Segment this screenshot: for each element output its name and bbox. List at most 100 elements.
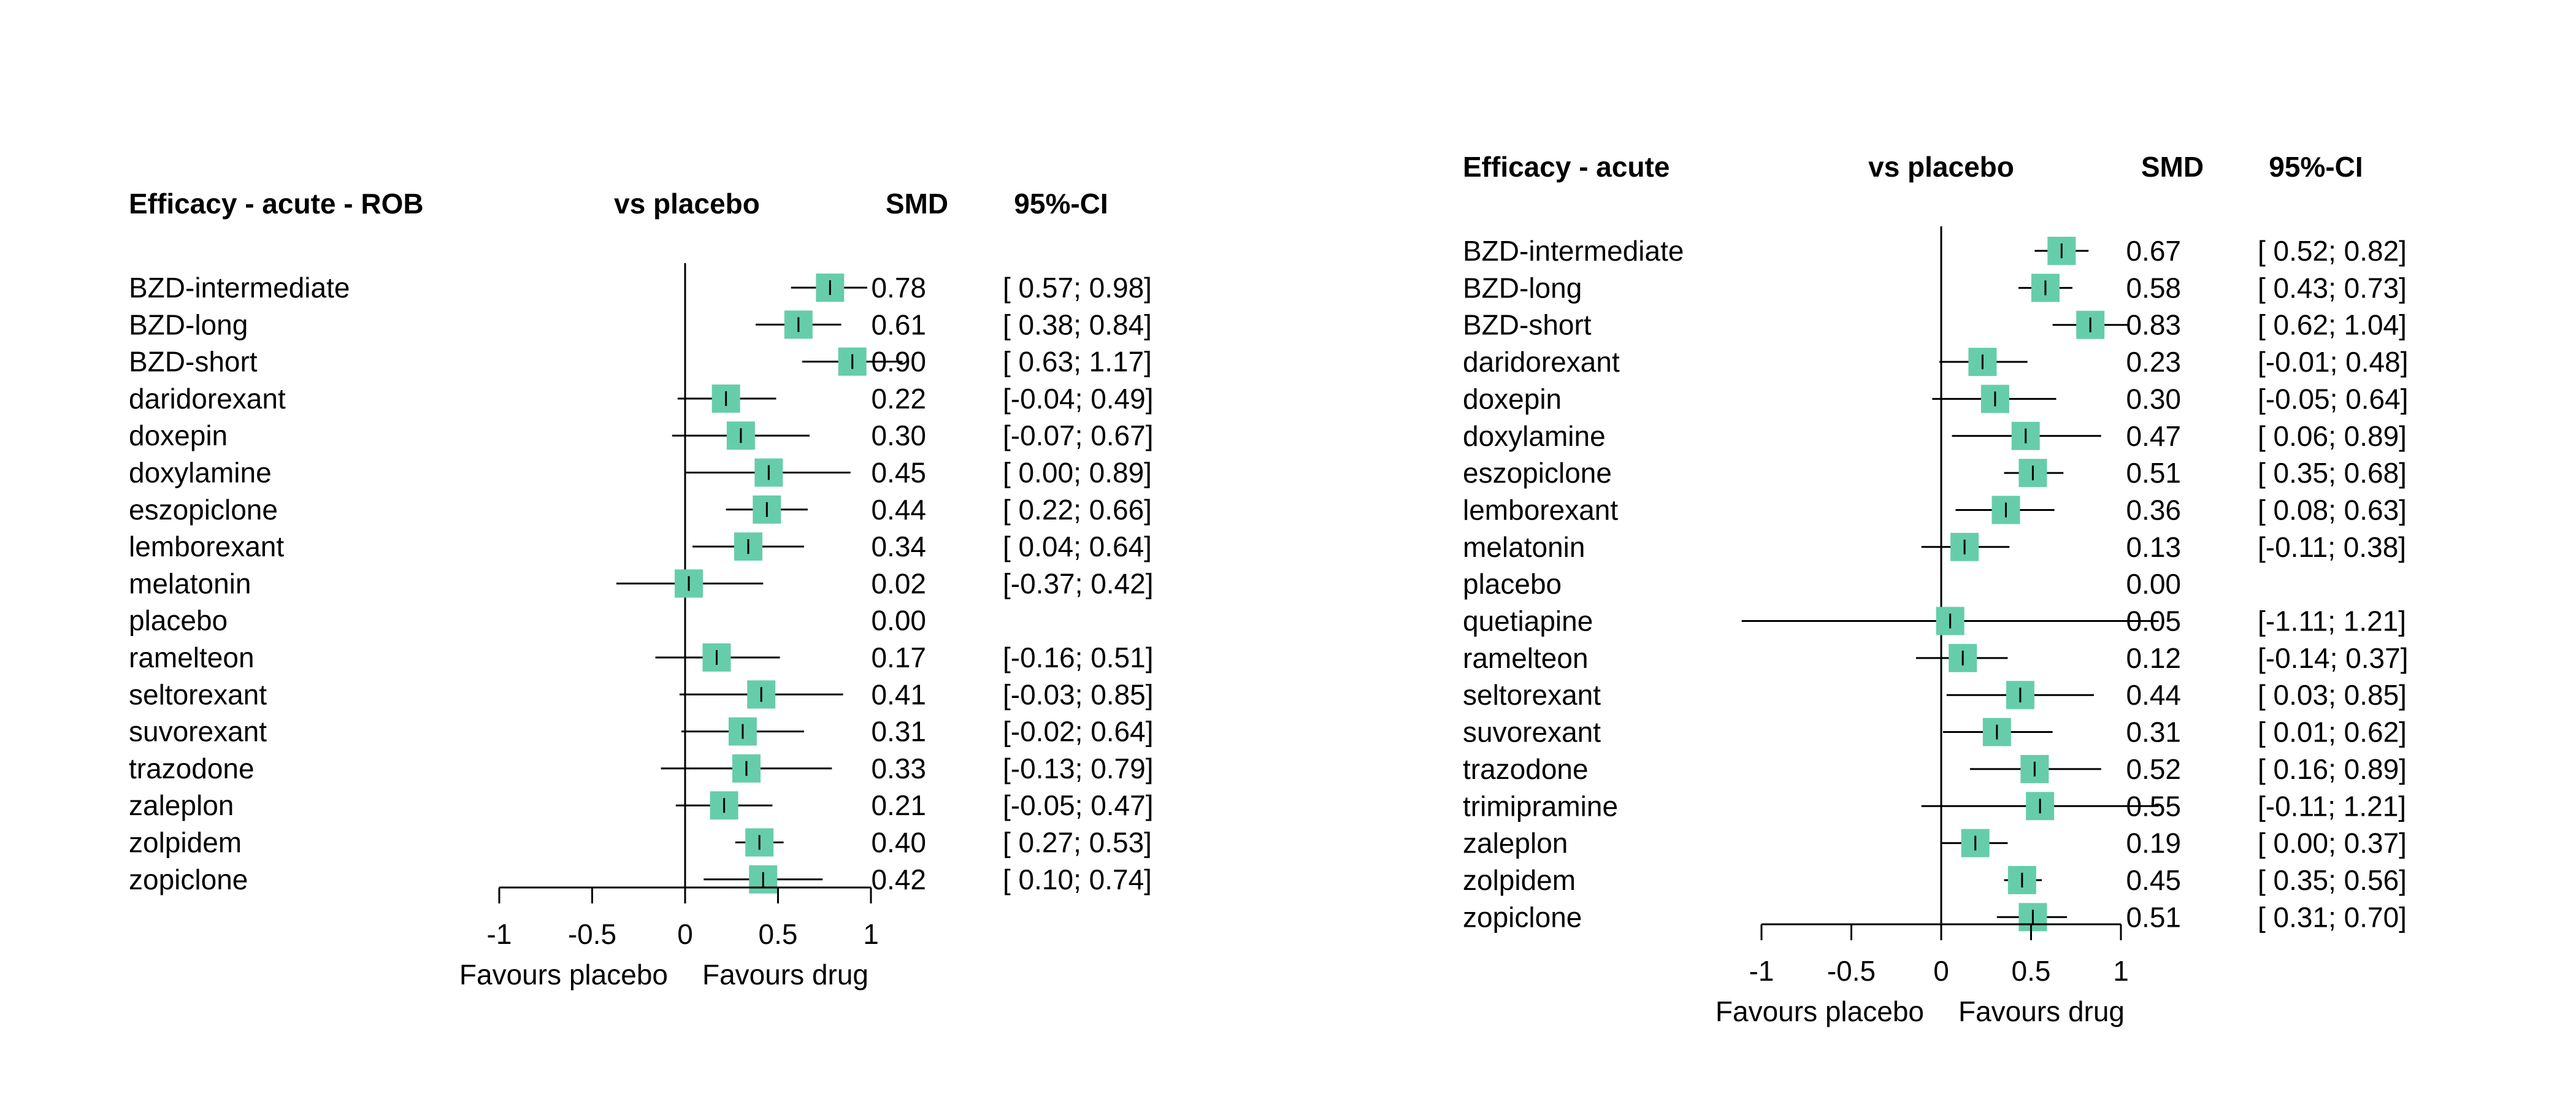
- row-label: melatonin: [129, 567, 251, 599]
- smd-header: SMD: [2141, 151, 2204, 183]
- ci-value: [ 0.27; 0.53]: [1003, 827, 1152, 859]
- ci-value: [-0.13; 0.79]: [1003, 753, 1154, 784]
- row-label: zopiclone: [1463, 901, 1582, 933]
- ci-value: [ 0.03; 0.85]: [2258, 679, 2407, 711]
- row-label: eszopiclone: [129, 494, 278, 526]
- smd-value: 0.42: [871, 864, 926, 895]
- favours-drug-label: Favours drug: [1958, 995, 2125, 1027]
- row-label: placebo: [129, 605, 228, 637]
- x-tick-label: 1: [863, 918, 879, 950]
- ci-value: [ 0.38; 0.84]: [1003, 309, 1152, 340]
- row-label: placebo: [1463, 568, 1562, 600]
- ci-value: [ 0.57; 0.98]: [1003, 272, 1152, 304]
- smd-value: 0.41: [871, 678, 926, 710]
- x-tick-label: -0.5: [568, 918, 616, 950]
- ci-header: 95%-CI: [2269, 151, 2363, 183]
- favours-drug-label: Favours drug: [702, 959, 868, 991]
- row-label: suvorexant: [1463, 716, 1601, 748]
- ci-value: [ 0.43; 0.73]: [2258, 272, 2407, 304]
- row-label: BZD-intermediate: [1463, 235, 1684, 267]
- smd-value: 0.02: [871, 567, 926, 599]
- ci-header: 95%-CI: [1014, 188, 1108, 220]
- favours-placebo-label: Favours placebo: [459, 959, 668, 991]
- smd-value: 0.17: [871, 642, 926, 673]
- ci-value: [-0.07; 0.67]: [1003, 420, 1154, 451]
- row-label: suvorexant: [129, 716, 267, 748]
- ci-value: [ 0.22; 0.66]: [1003, 494, 1152, 526]
- row-label: BZD-long: [129, 309, 248, 340]
- row-label: BZD-intermediate: [129, 272, 350, 304]
- x-tick-label: 0.5: [2012, 955, 2051, 987]
- forest-panel-1: Efficacy - acute - ROB vs placebo SMD 95%-C…: [129, 188, 1154, 991]
- comparison-header: vs placebo: [614, 188, 760, 220]
- ci-value: [-0.14; 0.37]: [2258, 642, 2409, 674]
- ci-value: [-0.11; 0.38]: [2258, 531, 2406, 563]
- row-label: doxylamine: [1463, 420, 1606, 452]
- row-label: doxepin: [129, 420, 228, 451]
- ci-value: [-0.16; 0.51]: [1003, 642, 1154, 673]
- x-tick-label: 0: [1933, 955, 1949, 987]
- smd-value: 0.12: [2126, 642, 2181, 674]
- ci-value: [-1.11; 1.21]: [2258, 605, 2406, 637]
- row-label: daridorexant: [1463, 346, 1620, 378]
- ci-value: [-0.37; 0.42]: [1003, 567, 1154, 599]
- smd-value: 0.34: [871, 531, 926, 562]
- row-label: seltorexant: [1463, 679, 1601, 711]
- ci-value: [ 0.10; 0.74]: [1003, 864, 1152, 895]
- smd-value: 0.45: [871, 457, 926, 489]
- row-label: seltorexant: [129, 678, 267, 710]
- row-label: zaleplon: [129, 789, 234, 821]
- row-label: zaleplon: [1463, 827, 1568, 859]
- ci-value: [ 0.31; 0.70]: [2258, 901, 2407, 933]
- ci-value: [-0.02; 0.64]: [1003, 716, 1154, 748]
- smd-value: 0.00: [2126, 568, 2181, 600]
- smd-value: 0.67: [2126, 235, 2181, 267]
- smd-value: 0.45: [2126, 864, 2181, 896]
- smd-value: 0.61: [871, 309, 926, 340]
- smd-value: 0.58: [2126, 272, 2181, 304]
- ci-value: [ 0.16; 0.89]: [2258, 753, 2407, 785]
- row-label: ramelteon: [129, 642, 255, 673]
- row-label: BZD-short: [129, 346, 258, 378]
- forest-panel-2: Efficacy - acute vs placebo SMD 95%-CI BZD-i…: [1463, 151, 2409, 1027]
- smd-value: 0.21: [871, 789, 926, 821]
- ci-value: [ 0.35; 0.68]: [2258, 457, 2407, 489]
- smd-value: 0.36: [2126, 494, 2181, 526]
- row-label: zolpidem: [129, 827, 242, 859]
- ci-value: [ 0.01; 0.62]: [2258, 716, 2407, 748]
- smd-value: 0.23: [2126, 346, 2181, 378]
- panel-title: Efficacy - acute: [1463, 151, 1669, 183]
- smd-value: 0.31: [871, 716, 926, 748]
- row-label: trimipramine: [1463, 790, 1618, 822]
- row-label: eszopiclone: [1463, 457, 1612, 489]
- smd-header: SMD: [886, 188, 948, 220]
- row-label: melatonin: [1463, 531, 1585, 563]
- comparison-header: vs placebo: [1868, 151, 2014, 183]
- row-label: daridorexant: [129, 383, 286, 415]
- row-label: doxepin: [1463, 383, 1562, 415]
- smd-value: 0.31: [2126, 716, 2181, 748]
- smd-value: 0.78: [871, 272, 926, 304]
- x-tick-label: 1: [2113, 955, 2129, 987]
- ci-value: [-0.05; 0.64]: [2258, 383, 2409, 415]
- row-label: lemborexant: [1463, 494, 1618, 526]
- row-label: zopiclone: [129, 864, 248, 895]
- smd-value: 0.33: [871, 753, 926, 784]
- smd-value: 0.22: [871, 383, 926, 415]
- panel-title: Efficacy - acute - ROB: [129, 188, 424, 220]
- smd-value: 0.40: [871, 827, 926, 859]
- smd-value: 0.19: [2126, 827, 2181, 859]
- smd-value: 0.83: [2126, 309, 2181, 341]
- smd-value: 0.30: [871, 420, 926, 451]
- x-tick-label: -1: [487, 918, 512, 950]
- ci-value: [-0.03; 0.85]: [1003, 678, 1154, 710]
- ci-value: [ 0.04; 0.64]: [1003, 531, 1152, 562]
- ci-value: [-0.04; 0.49]: [1003, 383, 1154, 415]
- ci-value: [ 0.62; 1.04]: [2258, 309, 2407, 341]
- ci-value: [ 0.00; 0.89]: [1003, 457, 1152, 489]
- ci-value: [ 0.52; 0.82]: [2258, 235, 2407, 267]
- smd-value: 0.00: [871, 605, 926, 637]
- favours-placebo-label: Favours placebo: [1715, 995, 1924, 1027]
- row-label: BZD-short: [1463, 309, 1592, 341]
